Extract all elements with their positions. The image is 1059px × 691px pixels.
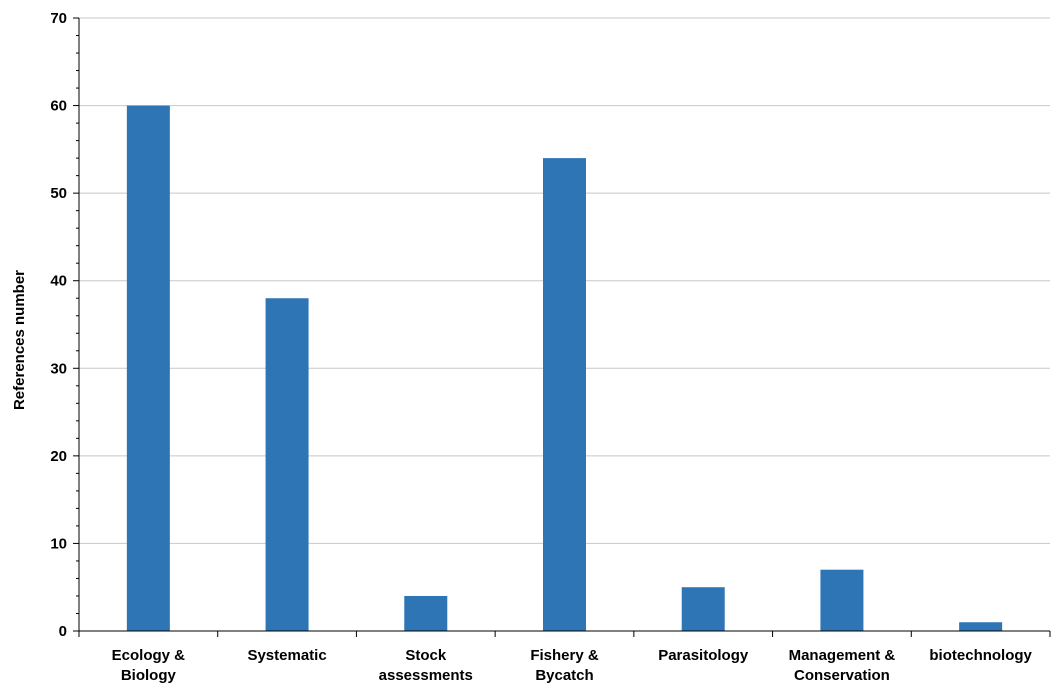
x-tick-label-line: Fishery & — [530, 647, 599, 664]
y-axis-title: References number — [11, 270, 28, 410]
y-tick-label: 30 — [50, 360, 67, 377]
x-tick-label-line: Bycatch — [535, 667, 593, 684]
y-tick-label: 10 — [50, 535, 67, 552]
bar — [543, 158, 586, 631]
bar — [404, 595, 448, 631]
bar — [820, 569, 864, 631]
bar — [265, 298, 309, 631]
x-tick-label-line: Biology — [121, 667, 177, 684]
x-tick-label: Systematic — [247, 647, 326, 664]
x-tick-label-line: Conservation — [794, 667, 890, 684]
bar — [959, 622, 1003, 631]
x-tick-label: Ecology & Biology — [112, 647, 186, 684]
axes — [73, 17, 1051, 637]
x-tick-label-line: Ecology & — [112, 647, 186, 664]
x-tick-label: Fishery & Bycatch — [530, 647, 599, 684]
y-tick-label: 70 — [50, 10, 67, 27]
y-tick-label: 50 — [50, 185, 67, 202]
bar — [126, 105, 170, 632]
x-tick-label: Stock assessments — [379, 647, 473, 684]
y-tick-label: 40 — [50, 273, 67, 290]
x-tick-label: biotechnology — [929, 647, 1032, 664]
x-tick-label-line: assessments — [379, 667, 473, 684]
y-tick-label: 60 — [50, 98, 67, 115]
x-tick-label-line: Systematic — [247, 647, 326, 664]
x-tick-label: Parasitology — [658, 647, 749, 664]
x-tick-label-line: Stock — [405, 647, 447, 664]
y-tick-label: 20 — [50, 448, 67, 465]
bars — [126, 105, 1003, 632]
x-tick-label-line: biotechnology — [929, 647, 1032, 664]
bar — [681, 587, 725, 631]
y-tick-label: 0 — [59, 623, 67, 640]
x-tick-label-line: Parasitology — [658, 647, 749, 664]
x-tick-label-line: Management & — [789, 647, 896, 664]
x-tick-label: Management & Conservation — [789, 647, 896, 684]
y-tick-labels: 0 10 20 30 40 50 60 70 — [50, 10, 67, 640]
x-tick-labels: Ecology & Biology Systematic Stock assessmen… — [112, 647, 1033, 684]
